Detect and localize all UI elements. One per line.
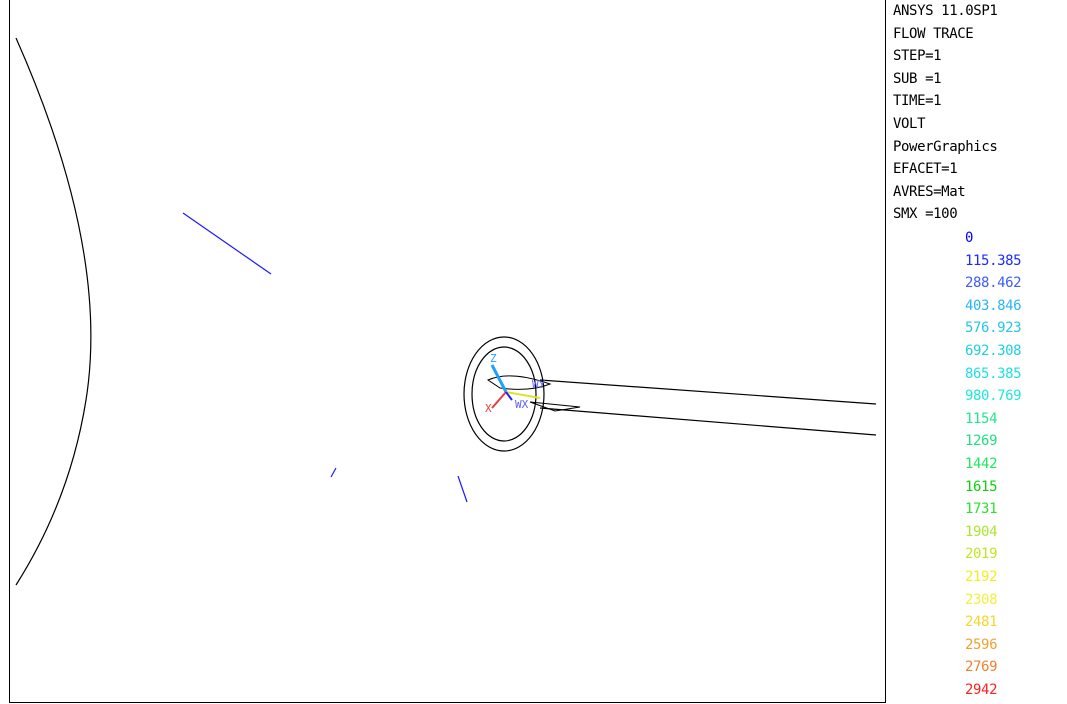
probe-line-bottom [539, 407, 877, 436]
legend-value: 2942 [965, 681, 998, 698]
flow-trace-line-1 [182, 212, 272, 275]
legend-value: 0 [965, 230, 974, 246]
triad-z-label: Z [490, 352, 497, 365]
info-line: PowerGraphics [893, 138, 998, 155]
info-line: VOLT [893, 115, 926, 132]
info-line: STEP=1 [893, 48, 942, 65]
contour-legend: 0 115.385 288.462 403.846 576.923 692.308 865.… [965, 227, 1022, 701]
triad-wy-label: WY [532, 378, 546, 391]
inner-loop [486, 375, 552, 390]
legend-value: 2481 [965, 614, 998, 631]
legend-value: 576.923 [965, 320, 1022, 337]
graphics-viewport[interactable]: Z X WY WX [9, 0, 886, 703]
info-panel: ANSYS 11.0SP1 FLOW TRACE STEP=1 SUB =1 TIME=… [893, 0, 1067, 226]
triad-z-axis [490, 364, 508, 393]
legend-value: 865.385 [965, 365, 1022, 382]
info-line: FLOW TRACE [893, 25, 974, 42]
inner-ellipse [471, 346, 537, 442]
legend-value: 2019 [965, 546, 998, 563]
legend-value: 2308 [965, 591, 998, 608]
info-line: AVRES=Mat [893, 183, 966, 200]
info-line: SMX =100 [893, 206, 958, 223]
outer-ellipse [463, 336, 545, 452]
legend-value: 1731 [965, 501, 998, 518]
legend-value: 1442 [965, 455, 998, 472]
legend-value: 1904 [965, 523, 998, 540]
triad-wx-label: WX [515, 398, 529, 411]
probe-line-top [539, 379, 877, 405]
info-line: EFACET=1 [893, 161, 958, 178]
triad-x-axis [491, 391, 507, 409]
legend-value: 1154 [965, 410, 998, 427]
legend-value: 1269 [965, 433, 998, 450]
legend-value: 980.769 [965, 388, 1022, 405]
boundary-arc [15, 37, 92, 586]
triad-blue-stub [505, 391, 513, 401]
flow-trace-line-2 [330, 467, 337, 478]
triad-y-axis [505, 391, 541, 399]
info-line: ANSYS 11.0SP1 [893, 3, 998, 19]
flow-trace-line-3 [457, 475, 468, 503]
model-plot: Z X WY WX [15, 37, 877, 586]
legend-value: 403.846 [965, 297, 1022, 314]
legend-value: 2192 [965, 568, 998, 585]
legend-value: 2769 [965, 659, 998, 676]
legend-value: 115.385 [965, 252, 1022, 269]
legend-value: 692.308 [965, 342, 1022, 359]
legend-value: 2596 [965, 636, 998, 653]
triad-x-label: X [485, 402, 492, 415]
info-line: SUB =1 [893, 70, 942, 87]
info-line: TIME=1 [893, 93, 942, 110]
legend-value: 1615 [965, 478, 998, 495]
legend-value: 288.462 [965, 275, 1022, 292]
inner-loop-2 [529, 401, 581, 412]
